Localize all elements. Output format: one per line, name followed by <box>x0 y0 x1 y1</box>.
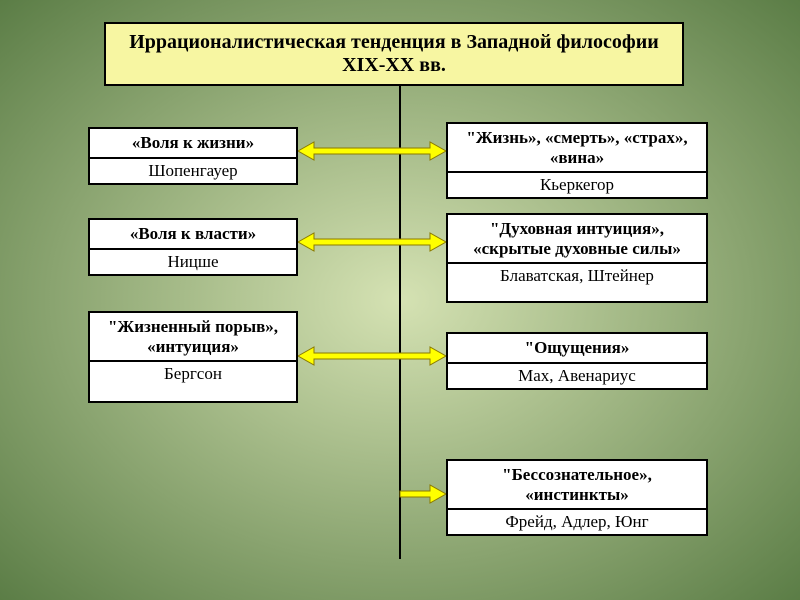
thinker-label: Фрейд, Адлер, Юнг <box>448 508 706 534</box>
concept-label: "Жизненный порыв», «интуиция» <box>90 313 296 360</box>
thinker-label: Бергсон <box>90 360 296 386</box>
right-node-blavatsky: "Духовная интуиция», «скрытые духовные с… <box>446 213 708 303</box>
thinker-label: Шопенгауер <box>90 157 296 183</box>
left-node-wille_leben: «Воля к жизни»Шопенгауер <box>88 127 298 185</box>
concept-label: "Жизнь», «смерть», «страх», «вина» <box>448 124 706 171</box>
right-node-kierkegaard: "Жизнь», «смерть», «страх», «вина»Кьерке… <box>446 122 708 199</box>
thinker-label: Мах, Авенариус <box>448 362 706 388</box>
concept-label: "Ощущения» <box>448 334 706 362</box>
title-text: Иррационалистическая тенденция в Западно… <box>106 27 682 81</box>
double-arrow <box>298 233 446 251</box>
thinker-label: Ницше <box>90 248 296 274</box>
concept-label: «Воля к власти» <box>90 220 296 248</box>
concept-label: «Воля к жизни» <box>90 129 296 157</box>
diagram-canvas: Иррационалистическая тенденция в Западно… <box>0 0 800 600</box>
thinker-label: Блаватская, Штейнер <box>448 262 706 288</box>
double-arrow <box>298 347 446 365</box>
concept-label: "Бессознательное», «инстинкты» <box>448 461 706 508</box>
right-node-mach: "Ощущения»Мах, Авенариус <box>446 332 708 390</box>
thinker-label: Кьеркегор <box>448 171 706 197</box>
left-node-wille_macht: «Воля к власти»Ницше <box>88 218 298 276</box>
concept-label: "Духовная интуиция», «скрытые духовные с… <box>448 215 706 262</box>
title-box: Иррационалистическая тенденция в Западно… <box>104 22 684 86</box>
right-node-freud: "Бессознательное», «инстинкты»Фрейд, Адл… <box>446 459 708 536</box>
left-node-elan_vital: "Жизненный порыв», «интуиция»Бергсон <box>88 311 298 403</box>
right-arrow <box>400 485 446 503</box>
double-arrow <box>298 142 446 160</box>
